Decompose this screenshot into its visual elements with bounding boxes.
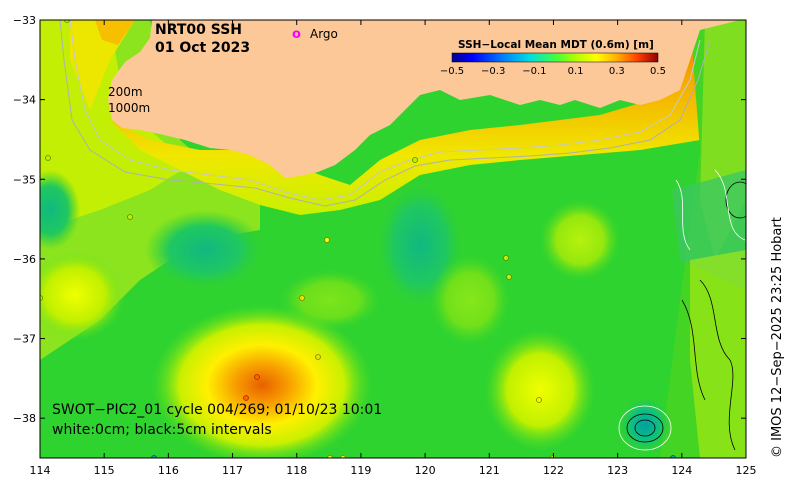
eddy-west-yellow: [40, 250, 125, 340]
x-tick-label: 114: [30, 464, 51, 477]
isobath-200m: [69, 20, 701, 201]
y-tick-label: −36: [13, 253, 36, 266]
y-axis: −33 −34 −35 −36 −37 −38: [13, 14, 746, 425]
isobath-label-200m: 200m: [108, 85, 143, 99]
colorbar: SSH−Local Mean MDT (0.6m) [m] −0.5 −0.3 −0…: [440, 39, 666, 77]
colorbar-title: SSH−Local Mean MDT (0.6m) [m]: [458, 39, 654, 51]
x-tick-label: 115: [94, 464, 115, 477]
x-axis: 114 115 116 117 118 119 120 121 122 123 124 125: [30, 20, 757, 477]
contour-annotation: white:0cm; black:5cm intervals: [52, 422, 272, 438]
plot-frame: [39, 19, 747, 459]
colorbar-tick-label: 0.1: [568, 66, 584, 77]
white-contours: [618, 169, 746, 451]
x-tick-label: 117: [222, 464, 243, 477]
x-tick-label: 121: [479, 464, 500, 477]
y-tick-label: −37: [13, 333, 36, 346]
credit-text: © IMOS 12−Sep−2025 23:25 Hobart: [770, 217, 785, 458]
x-tick-label: 120: [415, 464, 436, 477]
argo-floats: [40, 20, 676, 458]
argo-legend-symbol: o: [292, 27, 301, 42]
colorbar-tick-label: 0.5: [650, 66, 666, 77]
map-date: 01 Oct 2023: [155, 40, 250, 56]
colorbar-gradient: [451, 52, 659, 63]
x-tick-label: 122: [543, 464, 564, 477]
eddy-center-cool: [145, 210, 265, 290]
isobath-1000m: [59, 20, 711, 207]
x-tick-label: 116: [158, 464, 179, 477]
y-tick-label: −35: [13, 173, 36, 186]
eddy-west-teal: [40, 170, 80, 250]
swot-annotation: SWOT−PIC2_01 cycle 004/269; 01/10/23 10:…: [52, 402, 382, 418]
black-contours: [626, 181, 746, 451]
colorbar-tick-label: −0.5: [440, 66, 464, 77]
argo-legend-label: Argo: [310, 27, 338, 41]
plot-area: [40, 20, 746, 458]
colorbar-tick-label: −0.1: [522, 66, 546, 77]
eddy-east-yellow: [540, 200, 620, 280]
y-tick-label: −33: [13, 14, 36, 27]
colorbar-tick-label: 0.3: [609, 66, 625, 77]
eddy-southeast-yellow: [485, 330, 595, 450]
x-tick-label: 119: [350, 464, 371, 477]
x-tick-label: 123: [607, 464, 628, 477]
coastal-warm-band: [110, 20, 700, 215]
eddy-south-warm: [152, 305, 372, 458]
isobath-label-1000m: 1000m: [108, 101, 150, 115]
map-title: NRT00 SSH: [155, 22, 242, 38]
x-tick-label: 124: [671, 464, 692, 477]
colorbar-tick-label: −0.3: [481, 66, 505, 77]
y-tick-label: −34: [13, 94, 36, 107]
x-tick-label: 125: [736, 464, 757, 477]
eddy-south-teal: [617, 395, 673, 455]
y-tick-label: −38: [13, 412, 36, 425]
x-tick-label: 118: [286, 464, 307, 477]
